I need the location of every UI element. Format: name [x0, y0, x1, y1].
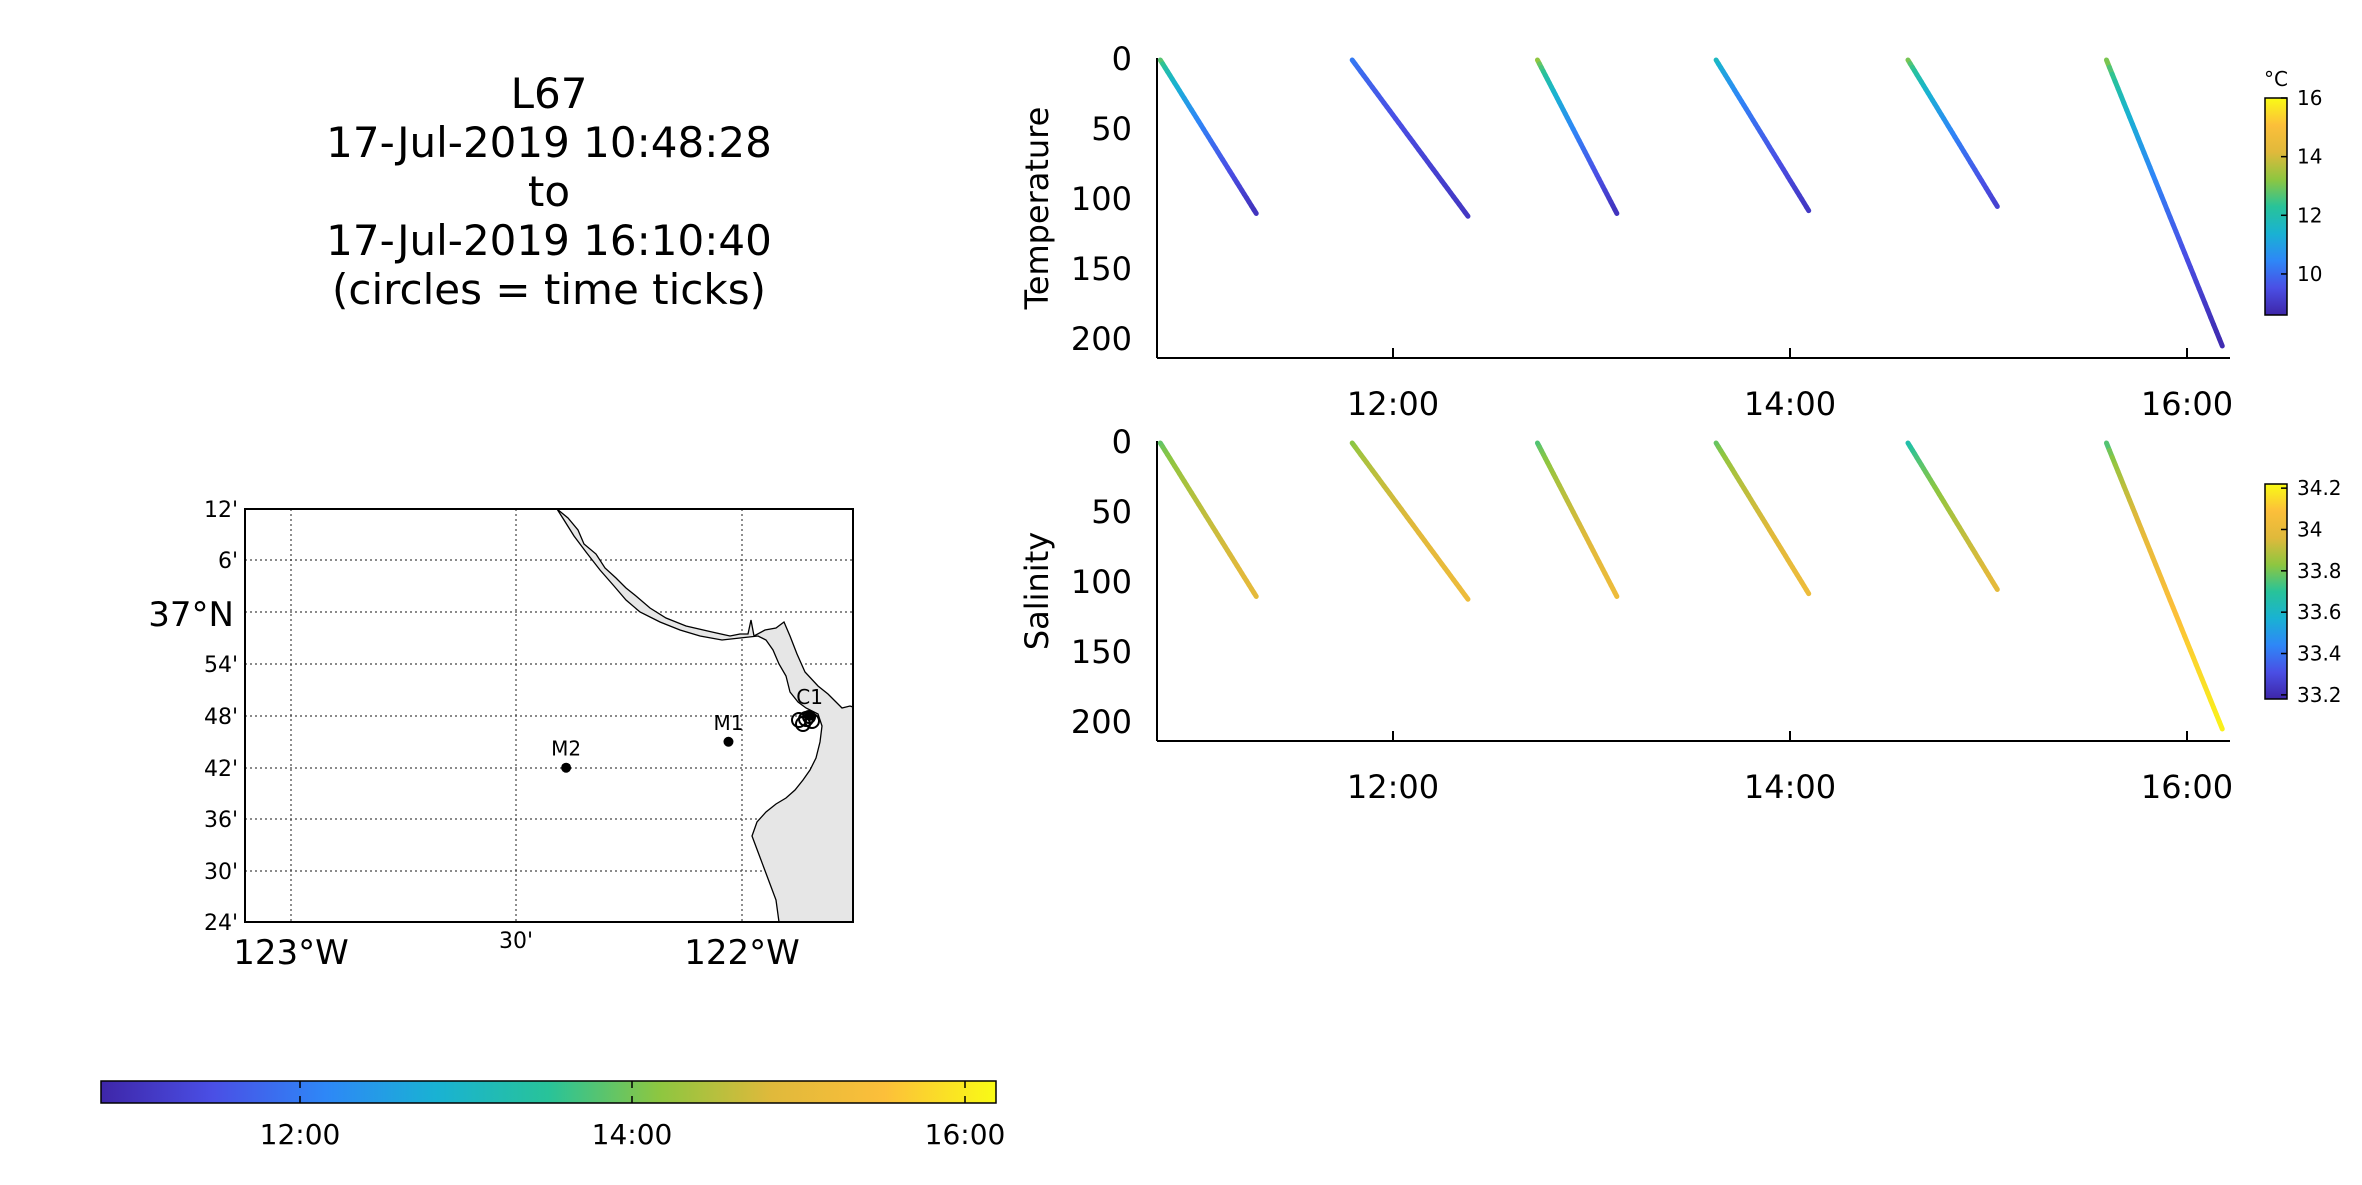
sal-colorbar: 33.2 33.4 33.6 33.8 34 34.2 — [2264, 476, 2342, 707]
lat-label: 12' — [204, 498, 238, 523]
temp-y-tick: 100 — [1071, 180, 1132, 218]
map-frame — [244, 508, 854, 923]
lat-label: 30' — [204, 860, 238, 885]
temp-x-tick: 12:00 — [1347, 385, 1439, 423]
map-grid — [245, 509, 853, 922]
colorbar-tick-label: 34 — [2297, 517, 2322, 541]
station-label: M1 — [713, 711, 743, 735]
sal-y-tick: 100 — [1071, 563, 1132, 601]
glider-track-ticks — [791, 710, 820, 732]
temp-colorbar-gradient — [2264, 97, 2288, 316]
map-panel: 12' 6' 37°N 54' 48' 42' 36' 30' 24' 123°… — [148, 498, 854, 973]
temp-y-tick: 50 — [1091, 110, 1132, 148]
sal-ylabel: Salinity — [1018, 532, 1056, 650]
sal-colorbar-gradient — [2264, 483, 2288, 700]
lon-label: 122°W — [684, 933, 800, 973]
sal-x-tick: 12:00 — [1347, 768, 1439, 806]
profile-segment — [1992, 200, 2000, 209]
lat-label: 6' — [218, 549, 238, 574]
sal-y-tick: 150 — [1071, 633, 1132, 671]
map-lon-labels: 123°W 30' 122°W — [233, 929, 800, 973]
profile-segment — [1803, 204, 1812, 214]
station-label: M2 — [551, 737, 581, 761]
map-land — [556, 508, 854, 923]
sal-y-tick: 0 — [1112, 423, 1132, 461]
title-block: L67 17-Jul-2019 10:48:28 to 17-Jul-2019 … — [326, 69, 772, 314]
salinity-profiles — [1157, 440, 2225, 732]
time-colorbar-gradient — [100, 1080, 997, 1104]
temperature-axes — [1156, 58, 2230, 359]
profile-segment — [1803, 587, 1812, 597]
time-colorbar: 12:00 14:00 16:00 — [100, 1080, 1006, 1151]
station-marker — [723, 736, 734, 747]
lat-label: 54' — [204, 653, 238, 678]
profile-segment — [1612, 207, 1620, 216]
colorbar-tick-label: 34.2 — [2297, 476, 2342, 500]
title-line: to — [528, 167, 570, 216]
profile-segment — [1992, 583, 2000, 592]
lat-label: 37°N — [148, 595, 234, 635]
colorbar-tick-label: 33.2 — [2297, 683, 2342, 707]
colorbar-tick-label: 10 — [2297, 262, 2322, 286]
profile-segment — [1251, 207, 1259, 216]
sal-y-tick: 200 — [1071, 703, 1132, 741]
map-lat-labels: 12' 6' 37°N 54' 48' 42' 36' 30' 24' — [148, 498, 238, 936]
lon-label: 123°W — [233, 933, 349, 973]
station-label: C1 — [796, 685, 823, 709]
temp-x-tick: 16:00 — [2141, 385, 2233, 423]
sal-x-tick: 14:00 — [1744, 768, 1836, 806]
temperature-panel: 0 50 100 150 200 12:00 14:00 16:00 Tempe… — [1018, 40, 2322, 423]
colorbar-tick-label: 14 — [2297, 145, 2322, 169]
title-line: 17-Jul-2019 16:10:40 — [326, 216, 772, 265]
title-line: (circles = time ticks) — [332, 265, 766, 314]
station-marker — [561, 762, 572, 773]
sal-y-tick: 50 — [1091, 493, 1132, 531]
lat-label: 42' — [204, 757, 238, 782]
time-colorbar-tick: 12:00 — [260, 1118, 341, 1151]
temp-y-tick: 200 — [1071, 320, 1132, 358]
colorbar-tick-label: 33.6 — [2297, 600, 2342, 624]
temp-y-tick: 0 — [1112, 40, 1132, 78]
temp-colorbar-ticks: 10 12 14 16 — [2281, 86, 2322, 286]
lat-label: 48' — [204, 705, 238, 730]
temperature-profiles — [1157, 57, 2225, 349]
profile-segment — [1462, 592, 1471, 602]
colorbar-tick-label: 33.4 — [2297, 642, 2342, 666]
salinity-axes — [1156, 441, 2230, 742]
lat-label: 36' — [204, 808, 238, 833]
time-colorbar-tick: 16:00 — [925, 1118, 1006, 1151]
temp-colorbar: °C 10 12 14 16 — [2264, 67, 2322, 316]
colorbar-tick-label: 33.8 — [2297, 559, 2342, 583]
temp-x-tick: 14:00 — [1744, 385, 1836, 423]
lon-label: 30' — [499, 929, 533, 954]
time-colorbar-tick: 14:00 — [592, 1118, 673, 1151]
sal-x-tick: 16:00 — [2141, 768, 2233, 806]
profile-segment — [2216, 336, 2225, 349]
profile-segment — [1462, 209, 1471, 219]
profile-segment — [1251, 590, 1259, 599]
title-line: 17-Jul-2019 10:48:28 — [326, 118, 772, 167]
sal-colorbar-ticks: 33.2 33.4 33.6 33.8 34 34.2 — [2281, 476, 2342, 707]
colorbar-tick-label: 16 — [2297, 86, 2322, 110]
salinity-panel: 0 50 100 150 200 12:00 14:00 16:00 Salin… — [1018, 423, 2342, 806]
title-line: L67 — [511, 69, 588, 118]
temp-colorbar-unit: °C — [2264, 67, 2288, 91]
colorbar-tick-label: 12 — [2297, 203, 2322, 227]
lat-label: 24' — [204, 911, 238, 936]
profile-segment — [1612, 590, 1620, 599]
temp-y-tick: 150 — [1071, 250, 1132, 288]
temp-ylabel: Temperature — [1018, 107, 1056, 311]
profile-segment — [2216, 719, 2225, 732]
